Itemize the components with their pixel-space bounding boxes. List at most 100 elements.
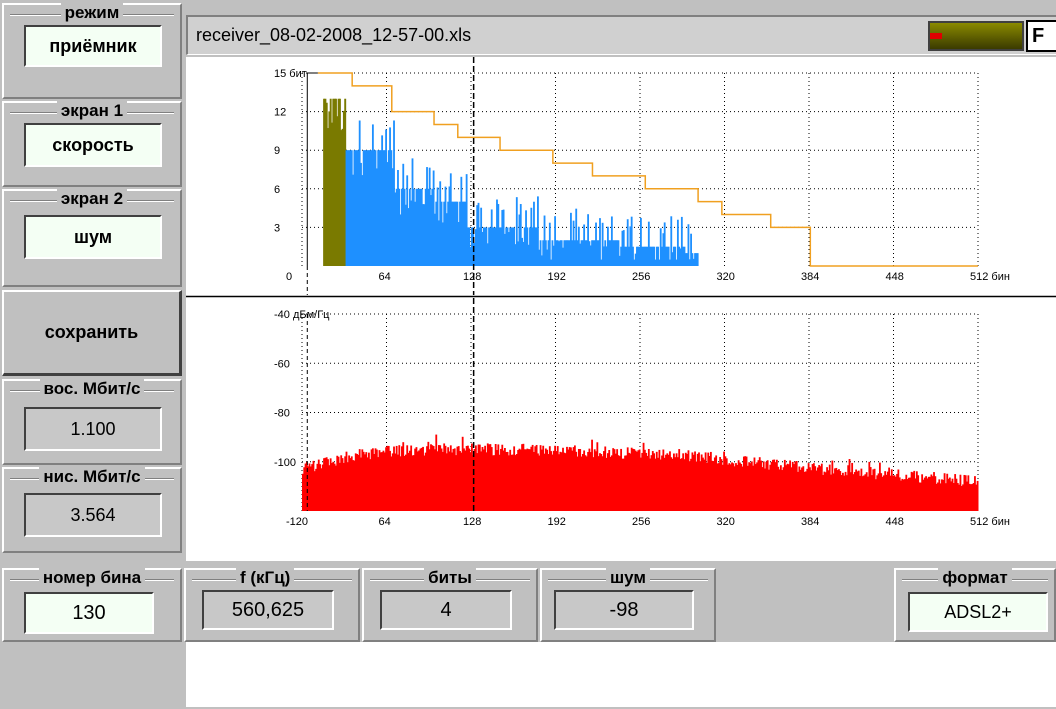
downstream-bit-bar [501,210,504,266]
downstream-bit-bar [444,186,447,266]
noise-bar [716,463,719,511]
downstream-bit-bar [575,208,578,266]
noise-bar [399,456,402,511]
noise-bar [781,470,784,511]
noise-bar [344,456,347,511]
noise-bar [579,449,582,511]
noise-bar [605,457,608,511]
mode-field[interactable]: приёмник [24,25,162,67]
noise-bar [857,470,860,511]
downstream-bit-bar [497,204,500,266]
noise-bar [624,455,626,511]
noise-bar [657,457,659,511]
noise-bar [972,483,975,511]
downstream-bit-bar [382,150,385,266]
downstream-bit-bar [374,150,377,266]
noise-bar [845,475,848,511]
noise-bar [670,457,673,511]
downstream-bit-bar [482,227,485,266]
downstream-bit-bar [608,240,611,266]
noise-bar [696,453,699,511]
noise-bar [441,451,444,511]
downstream-bit-bar [402,163,405,266]
noise-bar [572,447,575,511]
noise-bar [752,465,755,511]
noise-bar [554,445,556,511]
downstream-bit-bar [492,227,494,266]
screen1-group: экран 1 скорость [2,101,182,187]
downstream-bit-bar [589,245,592,266]
noise-bar [386,445,389,511]
noise-bar [646,455,649,511]
noise-bar [407,452,410,511]
noise-bar [394,453,397,511]
noise-bar [338,462,341,511]
downstream-bit-bar [489,227,492,266]
y-tick-label: 6 [274,184,280,196]
noise-bar [589,452,592,511]
bin-number-field[interactable]: 130 [24,592,154,634]
downstream-bit-bar [411,158,414,266]
noise-bar [521,444,523,511]
noise-bar [324,457,327,511]
noise-bar [337,456,340,511]
noise-bar [839,471,842,511]
downstream-bit-bar [378,150,381,266]
downstream-bit-bar [463,201,465,266]
downstream-bit-bar [551,240,554,266]
upstream-bit-bar [325,102,328,266]
downstream-bit-bar [542,240,545,266]
downstream-bit-bar [643,246,646,266]
downstream-label: нис. Мбит/с [39,467,145,486]
noise-bar [905,474,908,511]
noise-bar [894,476,897,511]
noise-bar [712,461,715,511]
noise-bar [319,464,321,511]
noise-bar [873,468,876,511]
noise-bar [911,472,914,511]
bin-number-group: номер бина 130 [2,568,182,642]
save-button[interactable]: сохранить [2,290,182,376]
downstream-bit-bar [377,150,380,266]
noise-bar [593,449,596,511]
downstream-bit-bar [671,252,674,266]
y-tick-label: -80 [274,408,290,420]
noise-bar [856,471,859,511]
format-field[interactable]: ADSL2+ [908,592,1048,632]
downstream-bit-bar [496,199,498,266]
noise-bar [922,479,925,511]
downstream-bit-bar [537,196,539,266]
screen1-field[interactable]: скорость [24,123,162,167]
y-tick-label: -100 [274,457,296,469]
noise-bar [915,471,918,511]
downstream-bit-bar [676,219,679,266]
downstream-bit-bar [618,255,621,266]
noise-bar [613,449,616,511]
downstream-bit-bar [606,226,609,266]
downstream-bit-bar [437,220,440,266]
downstream-bit-bar [519,204,522,266]
downstream-bit-bar [684,253,687,266]
noise-bar [694,451,696,511]
downstream-bit-bar [464,201,467,266]
downstream-bit-bar [393,120,395,266]
screen2-field[interactable]: шум [24,215,162,259]
noise-bar [658,449,661,511]
f-button[interactable]: F [1026,20,1056,52]
noise-bar [914,478,917,511]
noise-bar [604,446,607,511]
noise-bar [526,448,529,511]
noise-bar [600,454,603,511]
downstream-bit-bar [633,259,636,266]
downstream-bit-bar [688,259,691,266]
noise-bar [634,450,637,511]
noise-bar [812,463,815,511]
downstream-bit-bar [663,222,666,266]
noise-bar [768,469,770,511]
file-name: receiver_08-02-2008_12-57-00.xls [196,25,472,45]
downstream-bit-bar [514,244,517,266]
noise-bar [436,451,439,511]
noise-bar [519,449,522,511]
downstream-bit-bar [674,246,677,266]
noise-bar [970,484,972,511]
